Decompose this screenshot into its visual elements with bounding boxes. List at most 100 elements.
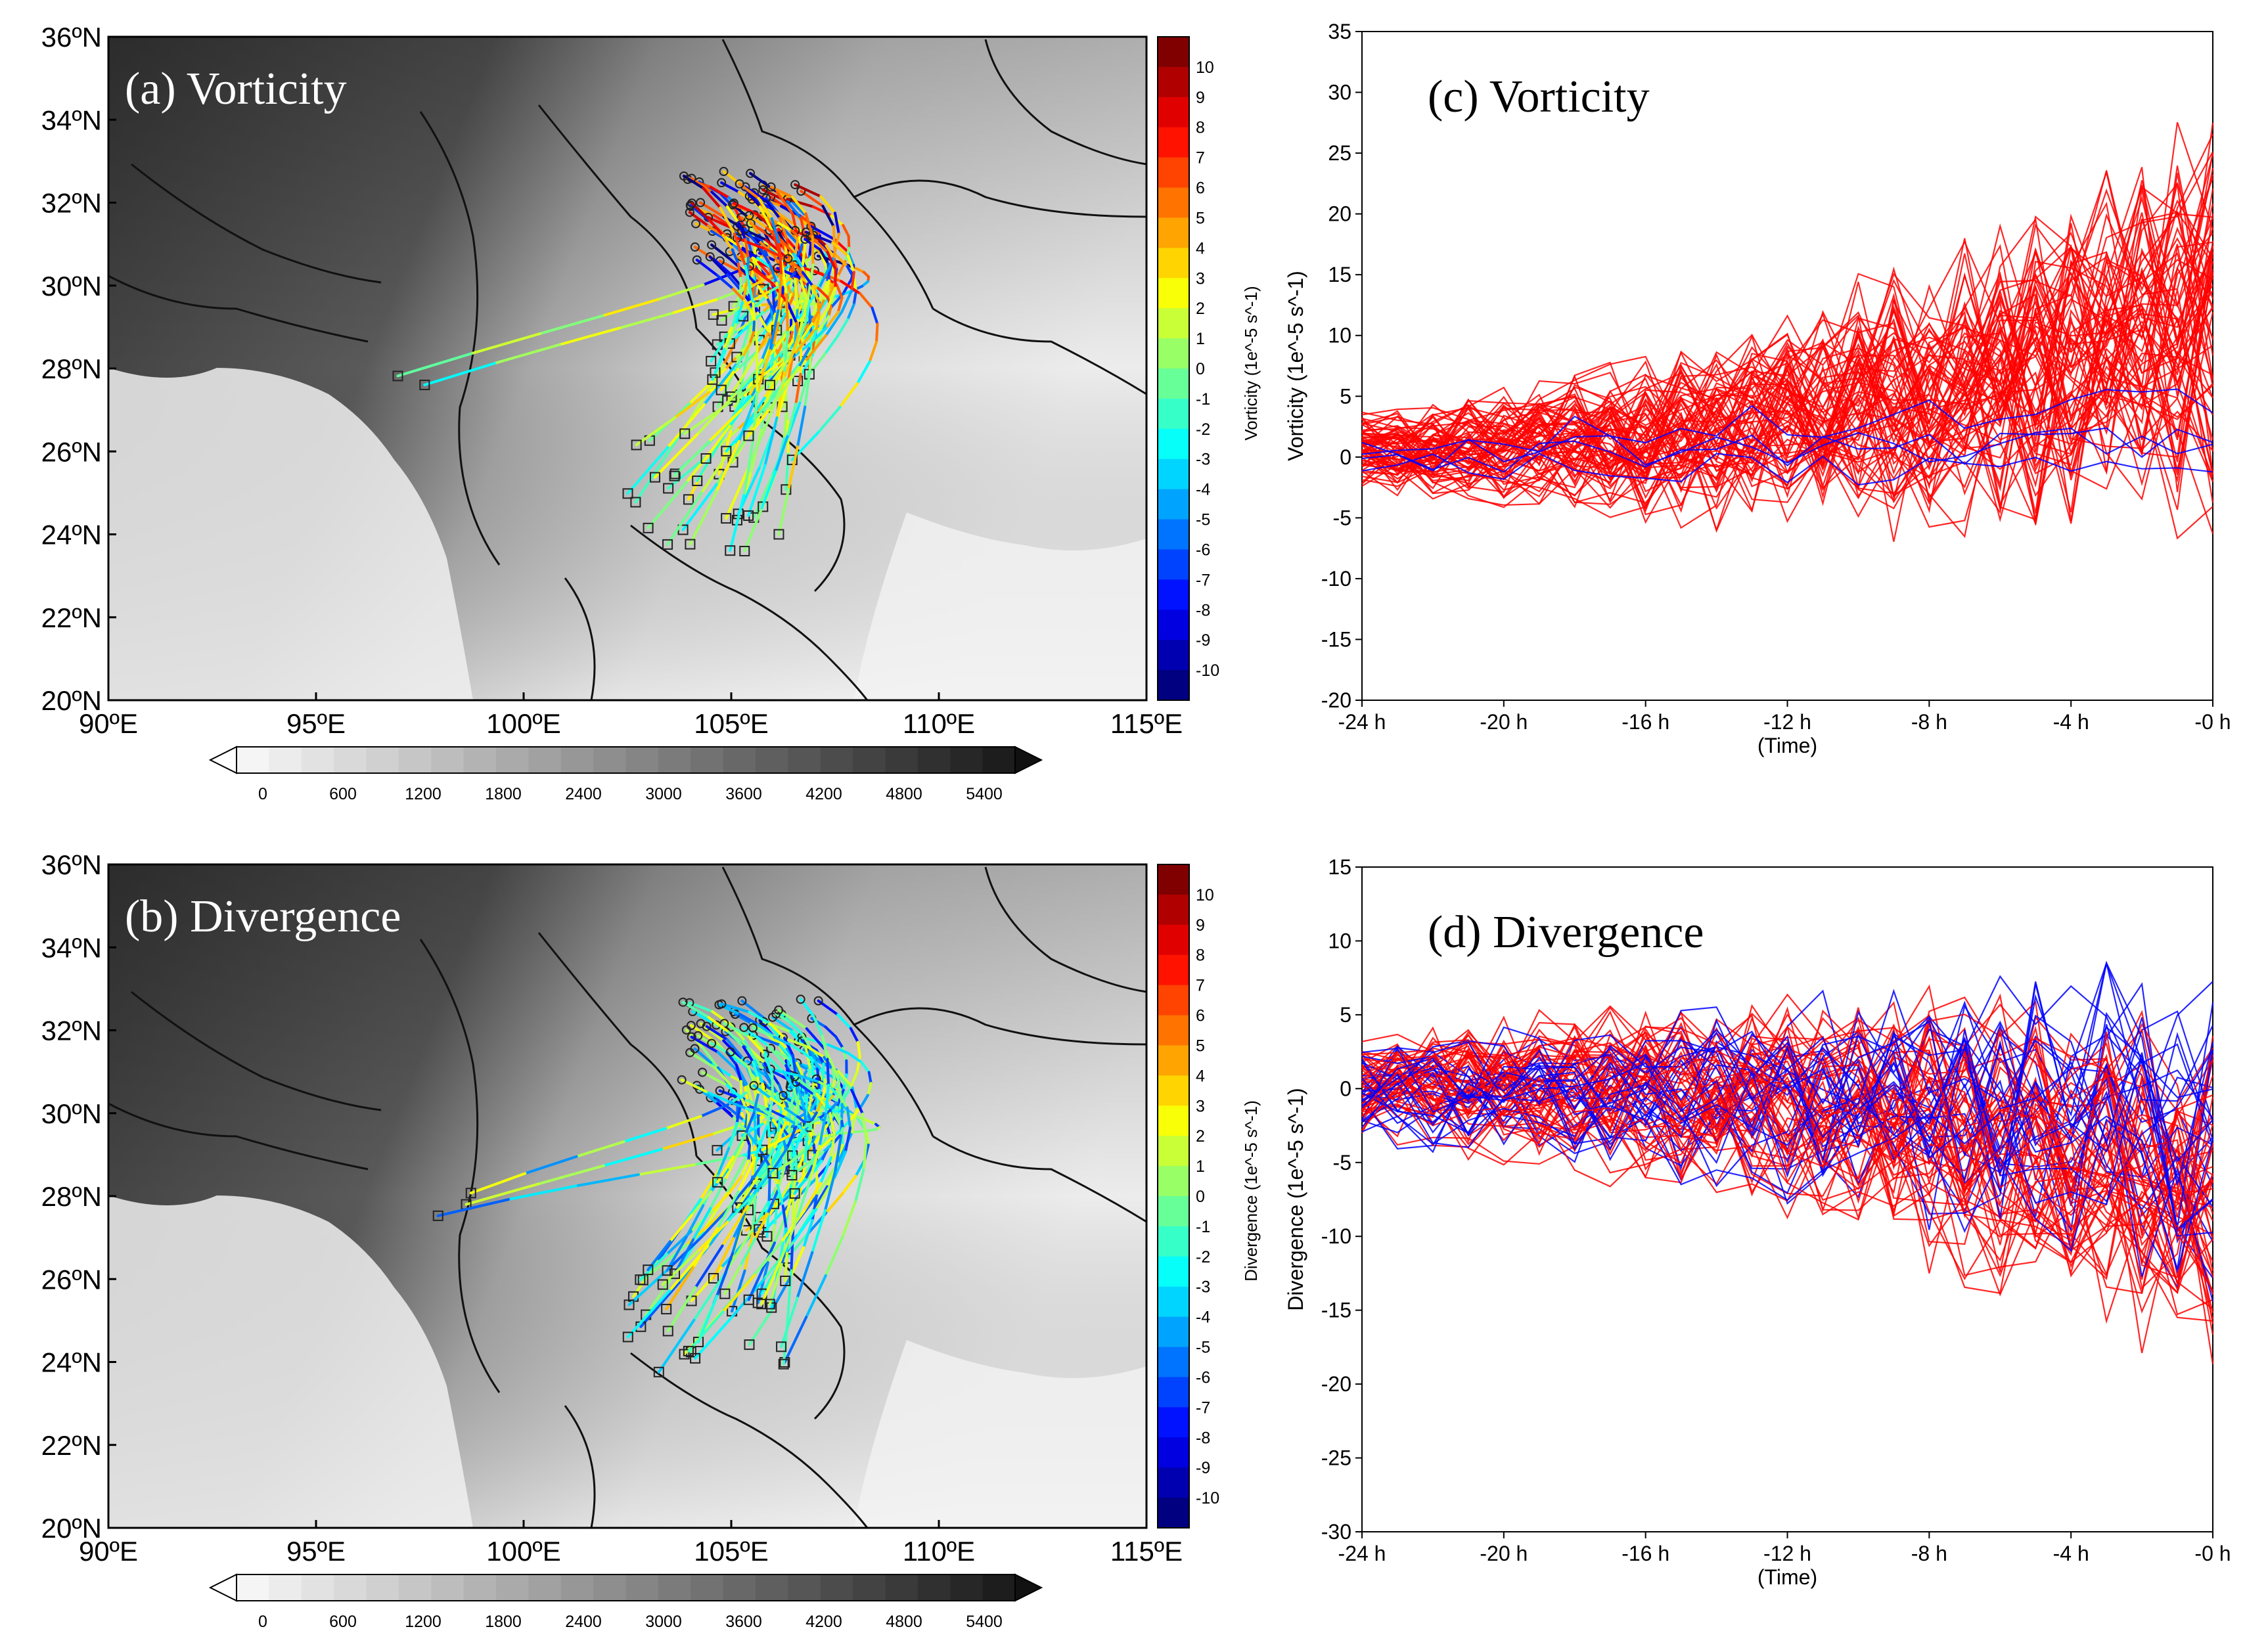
- trajectory-segment: [735, 1099, 742, 1125]
- trajectory-segment: [733, 232, 747, 267]
- trajectory-segment: [767, 313, 779, 335]
- trajectory-segment: [667, 456, 707, 490]
- lat-tick-label: 28ºN: [41, 1181, 102, 1212]
- trajectory-segment: [797, 297, 809, 338]
- series-line-positive: [1361, 166, 2214, 507]
- trajectory-segment: [715, 274, 735, 290]
- trajectory-segment: [768, 1165, 779, 1187]
- trajectory-segment: [645, 1271, 677, 1316]
- trajectory-end-marker: [756, 1299, 767, 1310]
- trajectory-segment: [782, 1314, 790, 1366]
- colorbar-segment: [1158, 1166, 1189, 1197]
- trajectory-segment: [808, 1144, 821, 1182]
- colorbar-tick-label: 5: [1196, 1037, 1205, 1055]
- trajectory-segment: [838, 382, 859, 409]
- trajectory-segment: [834, 1035, 844, 1050]
- terrain-colorbar-frame: [236, 1574, 1016, 1601]
- trajectory-segment: [798, 317, 808, 340]
- x-axis-label: (Time): [1757, 1565, 1817, 1589]
- trajectory-end-marker: [761, 1231, 773, 1242]
- terrain-segment: [658, 747, 691, 773]
- chart-d: 15 10 5 0 -5 -10 -15 -20 -25 -30-24 h -20 h -16 h -1…: [1284, 855, 2231, 1589]
- trajectory-start-marker: [746, 168, 756, 178]
- trajectory-segment: [825, 244, 836, 259]
- trajectory-segment: [867, 1071, 873, 1085]
- trajectory-segment: [772, 209, 796, 226]
- trajectory-segment: [790, 1161, 811, 1177]
- trajectory-segment: [436, 1197, 510, 1217]
- x-tick-label: -4 h: [2053, 1542, 2089, 1565]
- trajectory-segment: [770, 217, 781, 246]
- trajectory-end-marker: [622, 1331, 633, 1343]
- colorbar-tick-label: -7: [1196, 571, 1210, 589]
- series-line-positive: [1361, 1079, 2213, 1280]
- trajectory-segment: [774, 435, 789, 473]
- colorbar-segment: [1158, 127, 1189, 158]
- trajectory-segment: [689, 1051, 717, 1069]
- lon-tick-label: 105ºE: [694, 708, 768, 739]
- trajectory-start-marker: [685, 1048, 695, 1058]
- trajectory-end-marker: [744, 1339, 755, 1351]
- terrain-segment: [723, 1574, 756, 1601]
- trajectory-segment: [712, 257, 733, 277]
- trajectory-segment: [844, 1127, 852, 1153]
- colorbar-tick-label: 9: [1196, 916, 1205, 935]
- trajectory-segment: [807, 1081, 815, 1115]
- lat-tick-label: 26ºN: [41, 1264, 102, 1295]
- colorbar-segment: [1158, 1015, 1189, 1046]
- trajectory-segment: [859, 292, 874, 309]
- series-line-positive: [1361, 223, 2214, 481]
- series-line-negative: [1361, 1038, 2213, 1237]
- trajectory-segment: [778, 242, 783, 277]
- y-tick-label: -30: [1321, 1520, 1351, 1544]
- trajectory-segment: [785, 293, 789, 334]
- trajectory-end-marker: [669, 1268, 681, 1280]
- trajectory-segment: [846, 1052, 863, 1064]
- trajectory-segment: [699, 1171, 719, 1201]
- trajectory-segment: [777, 1008, 808, 1030]
- trajectory-segment: [859, 1094, 869, 1110]
- series-line-positive: [1361, 338, 2213, 510]
- chart-title: (d) Divergence: [1428, 907, 1704, 958]
- trajectory-end-marker: [778, 1358, 789, 1370]
- trajectory-segment: [776, 1092, 782, 1113]
- trajectory-segment: [847, 250, 855, 267]
- trajectory-segment: [795, 1179, 811, 1220]
- trajectory-segment: [817, 299, 821, 317]
- y-tick-label: -20: [1321, 1372, 1351, 1396]
- terrain-segment: [431, 1574, 465, 1601]
- y-tick-label: 15: [1328, 855, 1351, 879]
- trajectory-segment: [756, 284, 769, 301]
- trajectory-segment: [811, 284, 820, 302]
- trajectory-segment: [775, 190, 794, 215]
- trajectory-segment: [744, 1111, 756, 1136]
- trajectory-segment: [720, 1002, 751, 1014]
- trajectory-end-marker: [706, 355, 717, 367]
- trajectory-segment: [792, 1087, 800, 1109]
- trajectory-segment: [792, 1074, 798, 1100]
- trajectory-start-marker: [744, 211, 754, 221]
- lat-tick-label: 36ºN: [41, 849, 102, 880]
- colorbar-tick-label: 8: [1196, 947, 1205, 965]
- trajectory-segment: [660, 1132, 714, 1151]
- trajectory-start-marker: [677, 1075, 687, 1084]
- colorbar-segment: [1158, 278, 1189, 309]
- trajectory-segment: [771, 1276, 792, 1311]
- trajectory-segment: [827, 281, 836, 300]
- lat-tick-label: 30ºN: [41, 1098, 102, 1129]
- trajectory-segment: [846, 303, 855, 321]
- trajectory-segment: [622, 1127, 668, 1144]
- trajectory-segment: [558, 326, 621, 346]
- trajectory-segment: [810, 280, 828, 319]
- trajectory-segment: [687, 1310, 725, 1352]
- terrain-segment: [756, 1574, 788, 1601]
- trajectory-segment: [794, 278, 799, 312]
- trajectory-segment: [668, 1214, 693, 1243]
- trajectory-segment: [846, 254, 855, 274]
- trajectory-segment: [524, 1155, 578, 1175]
- trajectory-segment: [737, 262, 742, 280]
- trajectory-segment: [726, 205, 740, 224]
- colorbar-tick-label: -6: [1196, 1368, 1210, 1387]
- trajectory-end-marker: [725, 545, 736, 556]
- trajectory-segment: [470, 332, 542, 355]
